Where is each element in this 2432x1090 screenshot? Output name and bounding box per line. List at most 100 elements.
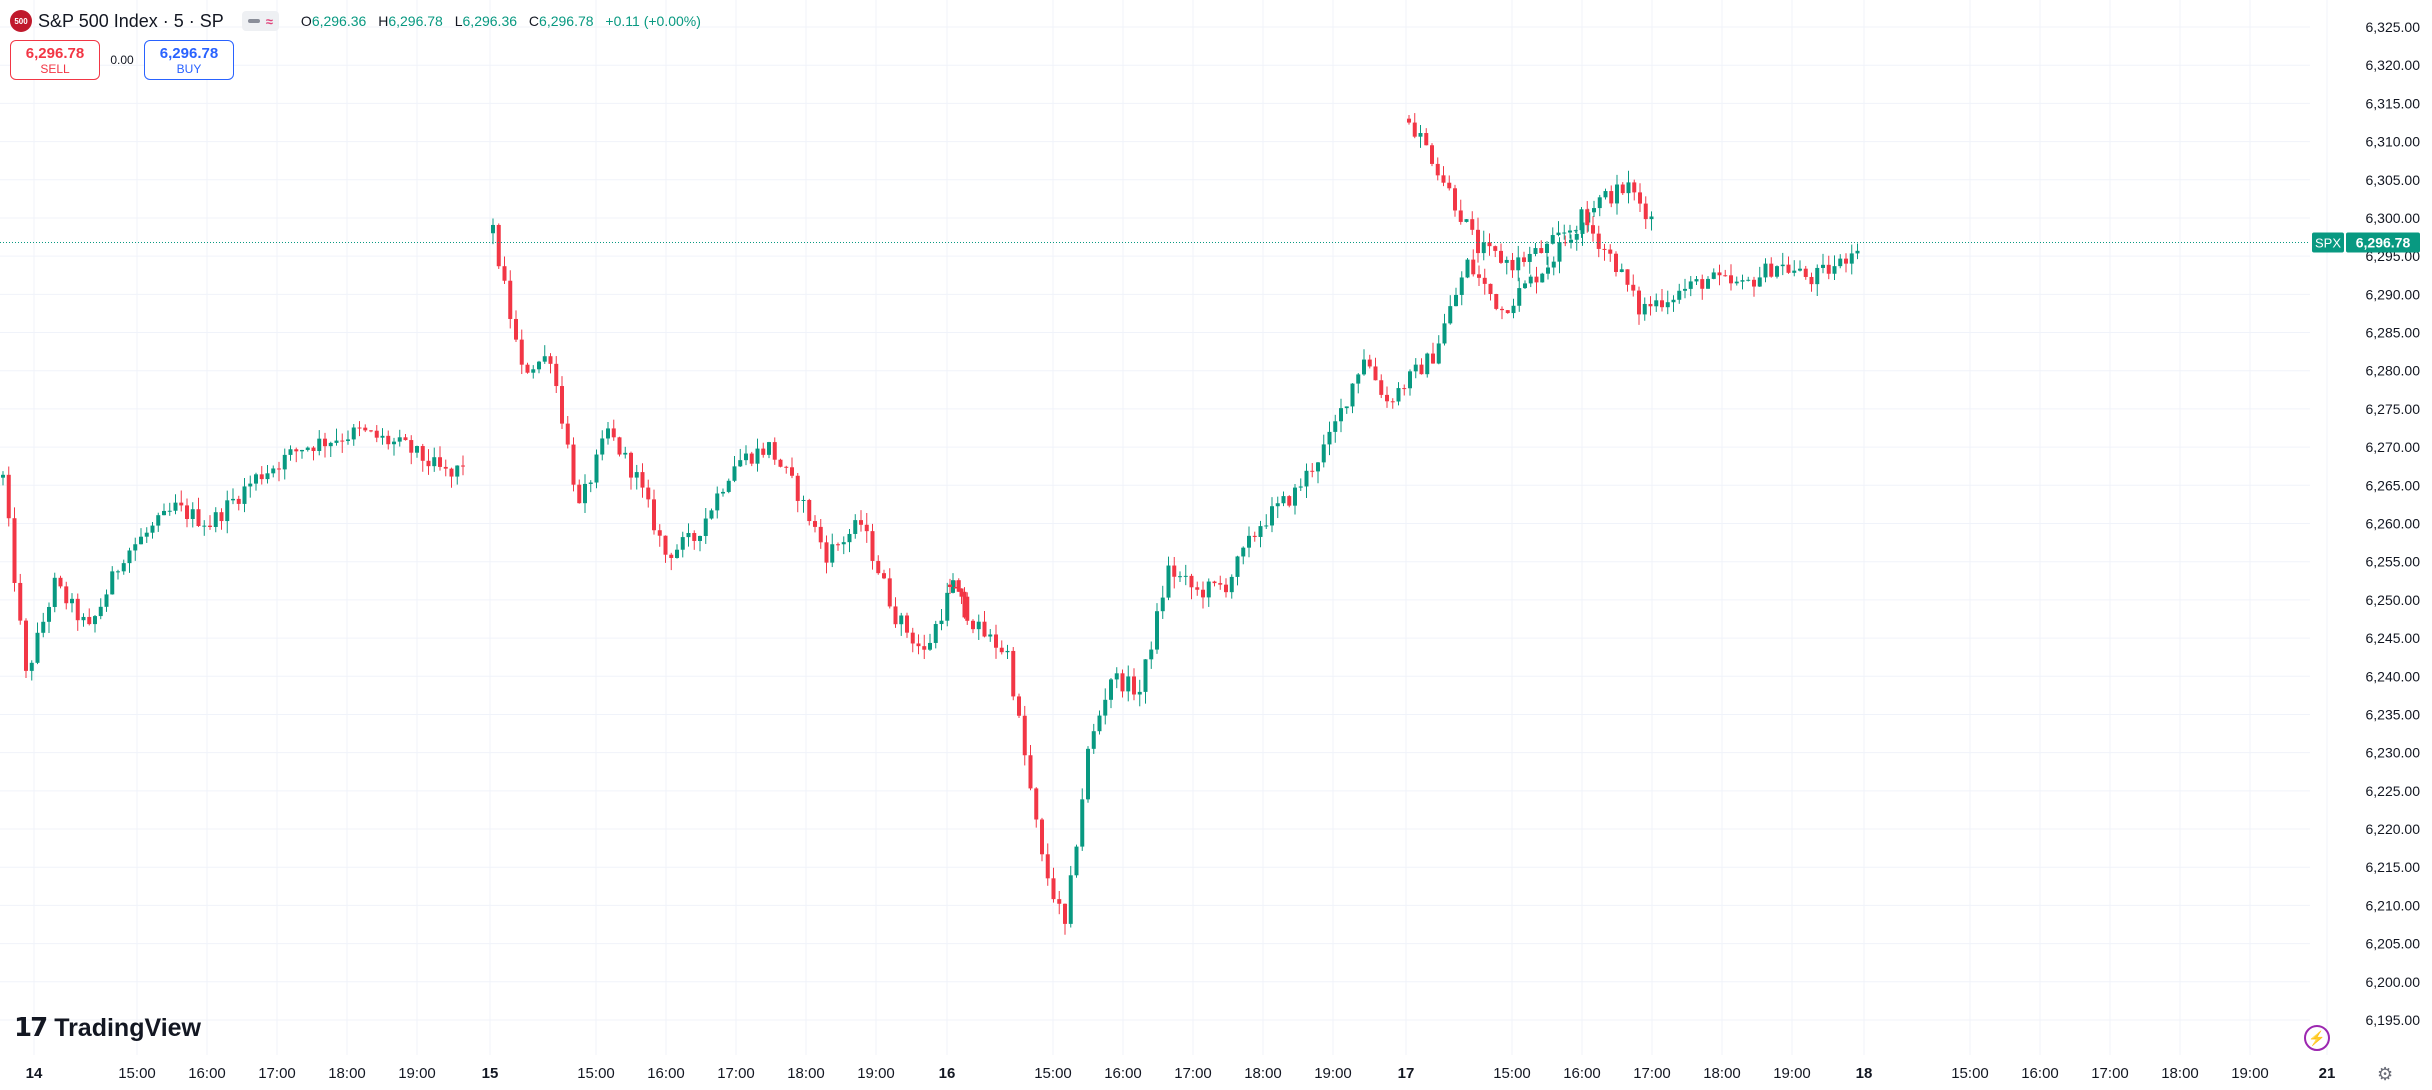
symbol-tag: [2312, 232, 2344, 253]
price-axis[interactable]: 6,325.00 6,320.00 6,315.00 6,310.00 6,305.00…: [2366, 19, 2421, 1028]
candle: [1419, 358, 1424, 375]
candle: [334, 428, 339, 446]
candle: [363, 424, 368, 433]
candle-body: [1132, 676, 1136, 695]
candle-body: [1425, 353, 1430, 375]
candle-body: [508, 280, 513, 319]
candle: [179, 490, 184, 512]
candle: [588, 480, 593, 493]
candle-body: [1390, 401, 1395, 403]
candle-body: [1638, 192, 1642, 204]
candle-body: [1545, 243, 1549, 254]
candle: [491, 218, 495, 245]
candle: [1539, 240, 1544, 254]
candle-body: [1045, 854, 1050, 879]
candle: [369, 430, 373, 433]
candle-body: [611, 428, 616, 438]
price-tick-label: 6,285.00: [2366, 325, 2421, 341]
price-tick-label: 6,235.00: [2366, 706, 2421, 722]
candle: [242, 478, 247, 513]
candle-body: [1563, 242, 1568, 244]
candle: [70, 593, 74, 613]
candle: [1533, 243, 1538, 257]
candle: [1746, 276, 1751, 282]
candle-body: [1120, 673, 1125, 692]
candle: [537, 360, 541, 374]
candle: [1573, 229, 1578, 234]
candle-body: [1562, 232, 1567, 234]
candle: [1137, 679, 1142, 707]
candle: [554, 356, 559, 394]
candle: [864, 513, 869, 543]
candle-body: [1051, 878, 1056, 900]
candle: [542, 345, 547, 364]
time-tick-label: 18:00: [1244, 1065, 1282, 1082]
candle: [1493, 245, 1498, 258]
candle: [1310, 463, 1315, 478]
candle-body: [971, 620, 975, 630]
symbol-title[interactable]: S&P 500 Index · 5 · SP: [38, 10, 224, 31]
candle: [305, 446, 310, 452]
candle: [150, 522, 155, 539]
candle: [443, 459, 448, 477]
candle: [801, 495, 806, 513]
candle-body: [565, 423, 570, 445]
candle-body: [1608, 249, 1613, 254]
candle: [1740, 274, 1745, 290]
candle-body: [1540, 273, 1545, 283]
candle-body: [767, 442, 771, 455]
candle-body: [294, 449, 299, 452]
gear-icon[interactable]: ⚙: [2377, 1064, 2394, 1084]
candle: [1155, 603, 1159, 654]
candle: [1563, 235, 1568, 247]
indicator-toggle[interactable]: ≈: [241, 11, 279, 31]
buy-button[interactable]: 6,296.78 BUY: [144, 40, 234, 80]
candle-body: [953, 586, 958, 589]
candle: [75, 593, 80, 631]
candle: [1648, 296, 1653, 316]
candle-body: [853, 520, 858, 534]
candle-body: [110, 571, 115, 595]
candle-body: [491, 224, 495, 234]
price-tick-label: 6,240.00: [2366, 668, 2421, 684]
candle-body: [588, 482, 593, 484]
candle-body: [606, 428, 610, 439]
candle-body: [1615, 184, 1619, 204]
candle-body: [1258, 526, 1263, 537]
candle: [58, 575, 63, 589]
candle-body: [1149, 649, 1154, 660]
candle-body: [652, 499, 656, 531]
sell-button[interactable]: 6,296.78 SELL: [10, 40, 100, 80]
candle: [1166, 556, 1171, 601]
candle-body: [1477, 274, 1481, 278]
candle-body: [836, 544, 840, 546]
candle-body: [334, 440, 339, 443]
candle-body: [994, 634, 998, 648]
candle: [962, 587, 967, 619]
candle-body: [945, 592, 950, 621]
candle-body: [686, 533, 691, 538]
lightning-icon[interactable]: ⚡: [2304, 1025, 2330, 1051]
candle-body: [1275, 503, 1280, 507]
candle-body: [709, 510, 714, 519]
candle: [1459, 271, 1464, 306]
candle-body: [156, 515, 161, 526]
candle: [916, 634, 921, 655]
candle: [1626, 170, 1631, 204]
candle-body: [755, 448, 760, 464]
candle: [1671, 295, 1676, 312]
candle: [317, 430, 322, 456]
candle: [910, 627, 915, 653]
candle: [1304, 463, 1309, 498]
candle: [778, 458, 783, 468]
candle-body: [93, 616, 97, 625]
candle-body: [1471, 259, 1476, 275]
candle-body: [1442, 323, 1447, 344]
low-label: L: [454, 13, 463, 29]
candle: [1344, 406, 1349, 414]
tradingview-logo[interactable]: 17 TradingView: [14, 1013, 201, 1043]
candle-body: [1097, 715, 1102, 732]
candle: [1425, 352, 1430, 378]
time-axis[interactable]: 14 15:00 16:00 17:00 18:00 19:00 15 15:00 16:00 1…: [26, 1065, 2336, 1082]
